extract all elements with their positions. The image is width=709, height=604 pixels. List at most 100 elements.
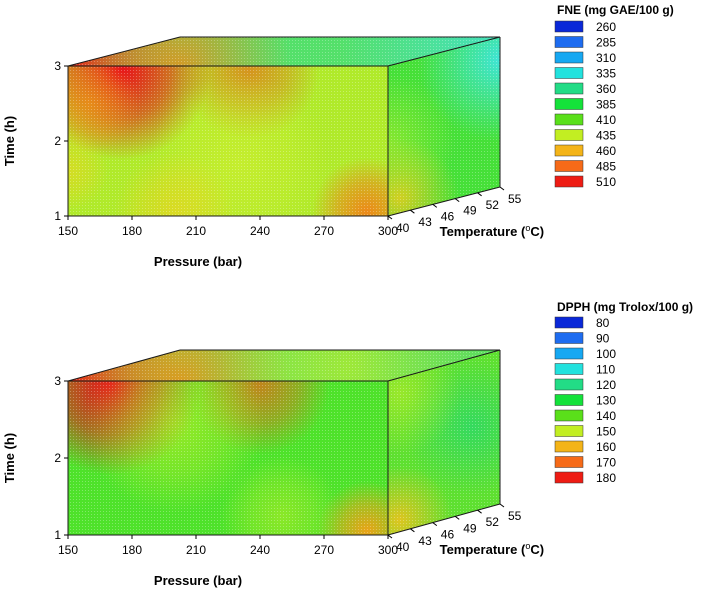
- legend-value: 160: [596, 440, 616, 454]
- legend-swatch: [554, 316, 584, 329]
- z-tick-label: 40: [396, 540, 410, 554]
- legend-swatch: [554, 471, 584, 484]
- legend-swatch: [554, 20, 584, 33]
- z-tick-label: 49: [463, 204, 477, 218]
- legend-swatch: [554, 175, 584, 188]
- x-axis-title: Pressure (bar): [154, 573, 242, 588]
- x-tick-label: 150: [58, 543, 78, 557]
- z-tick-mark: [432, 522, 438, 526]
- legend-value: 110: [596, 363, 615, 377]
- legend-value: 385: [596, 98, 616, 112]
- legend-value: 360: [596, 82, 616, 96]
- z-tick-label: 52: [486, 198, 500, 212]
- z-axis-title-degree: o: [525, 223, 530, 233]
- y-tick-label: 3: [54, 59, 61, 73]
- legend-swatch: [554, 394, 584, 406]
- z-axis-title: Temperature (oC): [440, 223, 544, 239]
- legend-title: FNE (mg GAE/100 g): [557, 3, 674, 17]
- z-axis-title-main: Temperature (: [440, 224, 526, 239]
- legend-value: 130: [596, 394, 616, 408]
- z-tick-mark: [499, 186, 505, 191]
- legend-swatch: [554, 378, 584, 391]
- legend-swatch: [554, 98, 584, 110]
- x-tick-label: 240: [250, 543, 270, 557]
- z-tick-mark: [410, 528, 415, 533]
- z-tick-mark: [454, 198, 460, 203]
- z-tick-label: 52: [486, 515, 500, 529]
- legend-value: 435: [596, 129, 616, 143]
- legend-swatch: [554, 113, 584, 126]
- legend-swatch: [554, 425, 584, 437]
- z-tick-mark: [387, 215, 393, 220]
- legend-swatch: [554, 332, 584, 344]
- legend-swatch: [554, 409, 584, 422]
- z-axis-title-main: Temperature (: [440, 542, 526, 557]
- box-edge: [387, 503, 501, 536]
- top-dot-texture: [68, 37, 500, 66]
- z-tick-label: 55: [508, 509, 522, 523]
- legend-swatch: [554, 67, 584, 79]
- z-tick-mark: [477, 192, 482, 197]
- x-tick-label: 150: [58, 224, 78, 238]
- legend-swatch: [554, 144, 584, 157]
- z-tick-label: 55: [508, 192, 522, 206]
- legend-swatch: [554, 82, 584, 95]
- z-tick-label: 46: [441, 209, 455, 223]
- x-axis-title: Pressure (bar): [154, 254, 242, 269]
- legend-swatch: [554, 160, 584, 172]
- legend-value: 140: [596, 409, 616, 423]
- legend-swatch: [554, 456, 584, 468]
- x-tick-label: 270: [314, 224, 334, 238]
- y-axis-title: Time (h): [2, 433, 17, 483]
- side-dot-texture: [388, 350, 500, 535]
- side-dot-texture: [388, 37, 500, 216]
- legend-title: DPPH (mg Trolox/100 g): [557, 300, 693, 314]
- legend-value: 120: [596, 378, 616, 392]
- legend-value: 460: [596, 144, 616, 158]
- legend-value: 150: [596, 425, 616, 439]
- x-tick-label: 240: [250, 224, 270, 238]
- legend-swatch: [554, 363, 584, 375]
- legend-swatch: [554, 129, 584, 141]
- legend-swatch: [554, 347, 584, 360]
- legend-value: 485: [596, 160, 616, 174]
- legend-value: 170: [596, 456, 616, 470]
- box-edge: [67, 36, 181, 67]
- legend-value: 510: [596, 175, 616, 189]
- front-dot-texture: [68, 381, 388, 535]
- box-edge: [387, 186, 501, 217]
- box-edge: [387, 349, 501, 382]
- z-tick-mark: [410, 209, 415, 214]
- x-tick-label: 300: [378, 543, 398, 557]
- z-axis-title-degree: o: [525, 541, 530, 551]
- z-tick-label: 40: [396, 221, 410, 235]
- z-tick-label: 43: [418, 215, 432, 229]
- z-tick-mark: [477, 509, 482, 514]
- x-tick-label: 210: [186, 224, 206, 238]
- y-axis-title: Time (h): [2, 116, 17, 166]
- x-tick-label: 180: [122, 543, 142, 557]
- legend-swatch: [554, 440, 584, 453]
- x-tick-label: 210: [186, 543, 206, 557]
- y-tick-label: 1: [54, 528, 61, 542]
- legend-value: 260: [596, 20, 616, 34]
- top-dot-texture: [68, 350, 500, 381]
- legend-swatch: [554, 36, 584, 48]
- legend-value: 310: [596, 51, 616, 65]
- z-tick-mark: [499, 503, 505, 508]
- box-edge: [67, 349, 181, 382]
- legend-value: 90: [596, 332, 610, 346]
- z-tick-label: 49: [463, 521, 477, 535]
- legend-swatch: [554, 51, 584, 64]
- z-axis-title: Temperature (oC): [440, 541, 544, 557]
- z-axis-title-unit: C): [530, 542, 544, 557]
- x-tick-label: 300: [378, 224, 398, 238]
- y-tick-label: 3: [54, 374, 61, 388]
- y-tick-label: 2: [54, 451, 61, 465]
- front-dot-texture: [68, 66, 388, 216]
- dpph-chart: 1 2 3 Time (h) 150 180 210 240 270 300 Pressure (b…: [2, 300, 693, 588]
- x-tick-label: 270: [314, 543, 334, 557]
